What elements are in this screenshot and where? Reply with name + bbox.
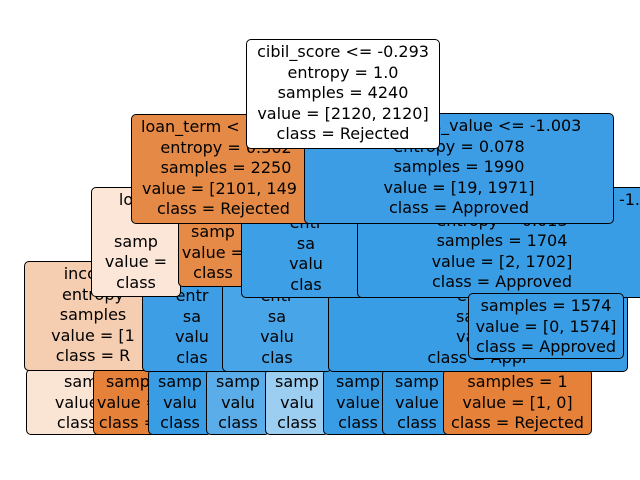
node-class: class = (98, 413, 158, 433)
node-samples: samp (106, 372, 150, 391)
node-entropy: entropy = 1.0 (287, 62, 399, 82)
node-samples: samp (191, 222, 235, 241)
node-class: class (116, 272, 156, 292)
node-samples: sa (182, 306, 202, 326)
tree-node-leaf: samp valu class (206, 369, 270, 435)
node-value: value = [1 (51, 325, 135, 345)
node-samples: samp (336, 372, 380, 391)
tree-node: samp value = class (178, 219, 248, 287)
node-class: class = Approved (431, 272, 573, 292)
node-split: ets_value <= -1.003 (416, 116, 582, 135)
node-value: value = (181, 242, 245, 262)
node-samples: samples (59, 305, 127, 325)
node-value: value (336, 392, 380, 412)
node-value: valu (163, 392, 197, 412)
node-value: valu (289, 254, 323, 274)
node-samples: samp (275, 372, 319, 391)
tree-node-leaf: samp valu class (265, 369, 329, 435)
node-class: class (277, 413, 317, 433)
node-samples: samples = 1990 (393, 157, 525, 177)
node-samples: samp (114, 231, 158, 251)
node-value: valu (280, 392, 314, 412)
tree-node-leaf: samp valu class (148, 369, 212, 435)
node-samples: samp (395, 372, 439, 391)
tree-node-leaf: samp value class (382, 369, 452, 435)
node-value: value = [19, 1971] (383, 177, 535, 197)
node-samples: samp (216, 372, 260, 391)
node-value: value (395, 392, 439, 412)
node-class: class = Approved (475, 337, 617, 357)
node-class: clas (290, 274, 322, 294)
node-value: valu (260, 327, 294, 347)
node-samples: samples = 1704 (436, 231, 568, 251)
node-samples: samp (158, 372, 202, 391)
node-value: value = [0, 1574] (475, 316, 617, 336)
node-class: class = R (55, 346, 131, 366)
node-class: class (397, 413, 437, 433)
node-class: class (338, 413, 378, 433)
node-split: loan_term < (141, 117, 240, 136)
tree-node: entr sa valu clas (241, 210, 371, 298)
node-class: clas (176, 347, 208, 367)
tree-node-assets-value: ets_value <= -1.003 entropy = 0.078 samp… (304, 113, 614, 224)
node-split: -1. (618, 190, 640, 209)
node-value: value = (104, 252, 168, 272)
node-value: value = [2120, 2120] (257, 103, 429, 123)
node-samples: samples = 2250 (160, 158, 292, 178)
node-samples: sa (267, 306, 287, 326)
node-class: class = Rejected (451, 413, 584, 433)
node-samples: samples = 1 (467, 372, 568, 391)
node-samples: samples = 4240 (277, 83, 409, 103)
node-class: class = Rejected (157, 199, 290, 219)
tree-node-loan-term: loan_term < entropy = 0.362 samples = 22… (131, 114, 321, 224)
node-value: value = (96, 392, 160, 412)
node-entropy: entr (175, 286, 209, 305)
node-split: cibil_score <= -0.293 (257, 42, 429, 61)
node-class: class (193, 263, 233, 283)
node-value: value = [1, 0] (462, 392, 573, 412)
node-value: valu (221, 392, 255, 412)
node-value: valu (175, 327, 209, 347)
node-samples: sa (296, 233, 316, 253)
node-samples: samples = 1574 (480, 296, 612, 315)
tree-node-leaf: samples = 1 value = [1, 0] class = Rejec… (443, 369, 592, 435)
node-class: class (160, 413, 200, 433)
node-class: clas (261, 347, 293, 367)
tree-node-root: cibil_score <= -0.293 entropy = 1.0 samp… (246, 39, 440, 149)
node-value: value = [2101, 149 (142, 178, 297, 198)
node-value: value = [2, 1702] (431, 251, 573, 271)
node-class: class = Approved (388, 198, 530, 218)
tree-node-leaf-approved: samples = 1574 value = [0, 1574] class =… (468, 293, 624, 359)
node-class: class (218, 413, 258, 433)
node-class: class = Rejected (276, 124, 410, 144)
